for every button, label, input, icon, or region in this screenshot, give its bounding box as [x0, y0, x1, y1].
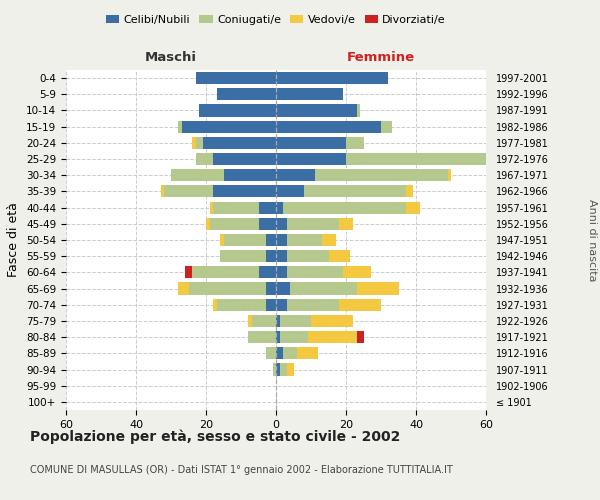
- Bar: [259, 218, 276, 230]
- Bar: [185, 266, 192, 278]
- Bar: [182, 120, 276, 132]
- Bar: [276, 153, 346, 165]
- Bar: [276, 202, 283, 213]
- Bar: [283, 348, 297, 360]
- Bar: [276, 169, 314, 181]
- Bar: [251, 315, 276, 327]
- Bar: [223, 169, 276, 181]
- Bar: [287, 364, 293, 376]
- Bar: [346, 137, 364, 149]
- Bar: [276, 315, 280, 327]
- Bar: [343, 266, 371, 278]
- Bar: [203, 137, 276, 149]
- Bar: [280, 364, 287, 376]
- Bar: [220, 250, 265, 262]
- Bar: [287, 234, 322, 246]
- Bar: [192, 266, 259, 278]
- Bar: [217, 298, 265, 311]
- Bar: [381, 120, 392, 132]
- Bar: [356, 331, 364, 343]
- Bar: [406, 202, 419, 213]
- Bar: [196, 153, 213, 165]
- Bar: [290, 282, 356, 294]
- Bar: [171, 169, 223, 181]
- Bar: [356, 282, 398, 294]
- Text: Popolazione per età, sesso e stato civile - 2002: Popolazione per età, sesso e stato civil…: [30, 430, 400, 444]
- Bar: [223, 234, 265, 246]
- Bar: [276, 282, 290, 294]
- Bar: [276, 348, 283, 360]
- Bar: [283, 202, 406, 213]
- Bar: [287, 250, 329, 262]
- Bar: [217, 88, 276, 101]
- Text: Maschi: Maschi: [145, 52, 197, 64]
- Bar: [213, 186, 276, 198]
- Bar: [265, 250, 276, 262]
- Bar: [322, 234, 335, 246]
- Bar: [276, 266, 287, 278]
- Bar: [314, 169, 448, 181]
- Bar: [265, 298, 276, 311]
- Bar: [272, 364, 276, 376]
- Bar: [304, 186, 406, 198]
- Bar: [265, 282, 276, 294]
- Bar: [196, 72, 276, 84]
- Bar: [276, 104, 356, 117]
- Bar: [276, 364, 280, 376]
- Text: Anni di nascita: Anni di nascita: [587, 198, 597, 281]
- Bar: [276, 137, 346, 149]
- Bar: [209, 202, 213, 213]
- Bar: [287, 218, 339, 230]
- Bar: [248, 331, 276, 343]
- Bar: [276, 234, 287, 246]
- Bar: [276, 186, 304, 198]
- Bar: [265, 234, 276, 246]
- Bar: [192, 137, 196, 149]
- Bar: [311, 315, 353, 327]
- Bar: [213, 153, 276, 165]
- Bar: [265, 348, 276, 360]
- Text: COMUNE DI MASULLAS (OR) - Dati ISTAT 1° gennaio 2002 - Elaborazione TUTTITALIA.I: COMUNE DI MASULLAS (OR) - Dati ISTAT 1° …: [30, 465, 453, 475]
- Bar: [178, 120, 182, 132]
- Bar: [259, 266, 276, 278]
- Bar: [196, 137, 203, 149]
- Bar: [213, 202, 259, 213]
- Bar: [280, 315, 311, 327]
- Bar: [276, 250, 287, 262]
- Bar: [209, 218, 259, 230]
- Bar: [297, 348, 318, 360]
- Bar: [164, 186, 213, 198]
- Bar: [280, 331, 308, 343]
- Bar: [248, 315, 251, 327]
- Bar: [161, 186, 164, 198]
- Bar: [276, 72, 388, 84]
- Bar: [448, 169, 451, 181]
- Bar: [346, 153, 493, 165]
- Bar: [329, 250, 349, 262]
- Bar: [220, 234, 223, 246]
- Bar: [213, 298, 217, 311]
- Bar: [199, 104, 276, 117]
- Bar: [308, 331, 356, 343]
- Bar: [287, 298, 339, 311]
- Bar: [276, 218, 287, 230]
- Bar: [356, 104, 360, 117]
- Bar: [287, 266, 343, 278]
- Legend: Celibi/Nubili, Coniugati/e, Vedovi/e, Divorziati/e: Celibi/Nubili, Coniugati/e, Vedovi/e, Di…: [101, 10, 451, 29]
- Bar: [339, 218, 353, 230]
- Text: Femmine: Femmine: [347, 52, 415, 64]
- Bar: [339, 298, 381, 311]
- Bar: [276, 88, 343, 101]
- Y-axis label: Fasce di età: Fasce di età: [7, 202, 20, 278]
- Bar: [188, 282, 265, 294]
- Bar: [178, 282, 188, 294]
- Bar: [276, 298, 287, 311]
- Bar: [206, 218, 209, 230]
- Bar: [276, 331, 280, 343]
- Bar: [406, 186, 413, 198]
- Bar: [276, 120, 381, 132]
- Bar: [259, 202, 276, 213]
